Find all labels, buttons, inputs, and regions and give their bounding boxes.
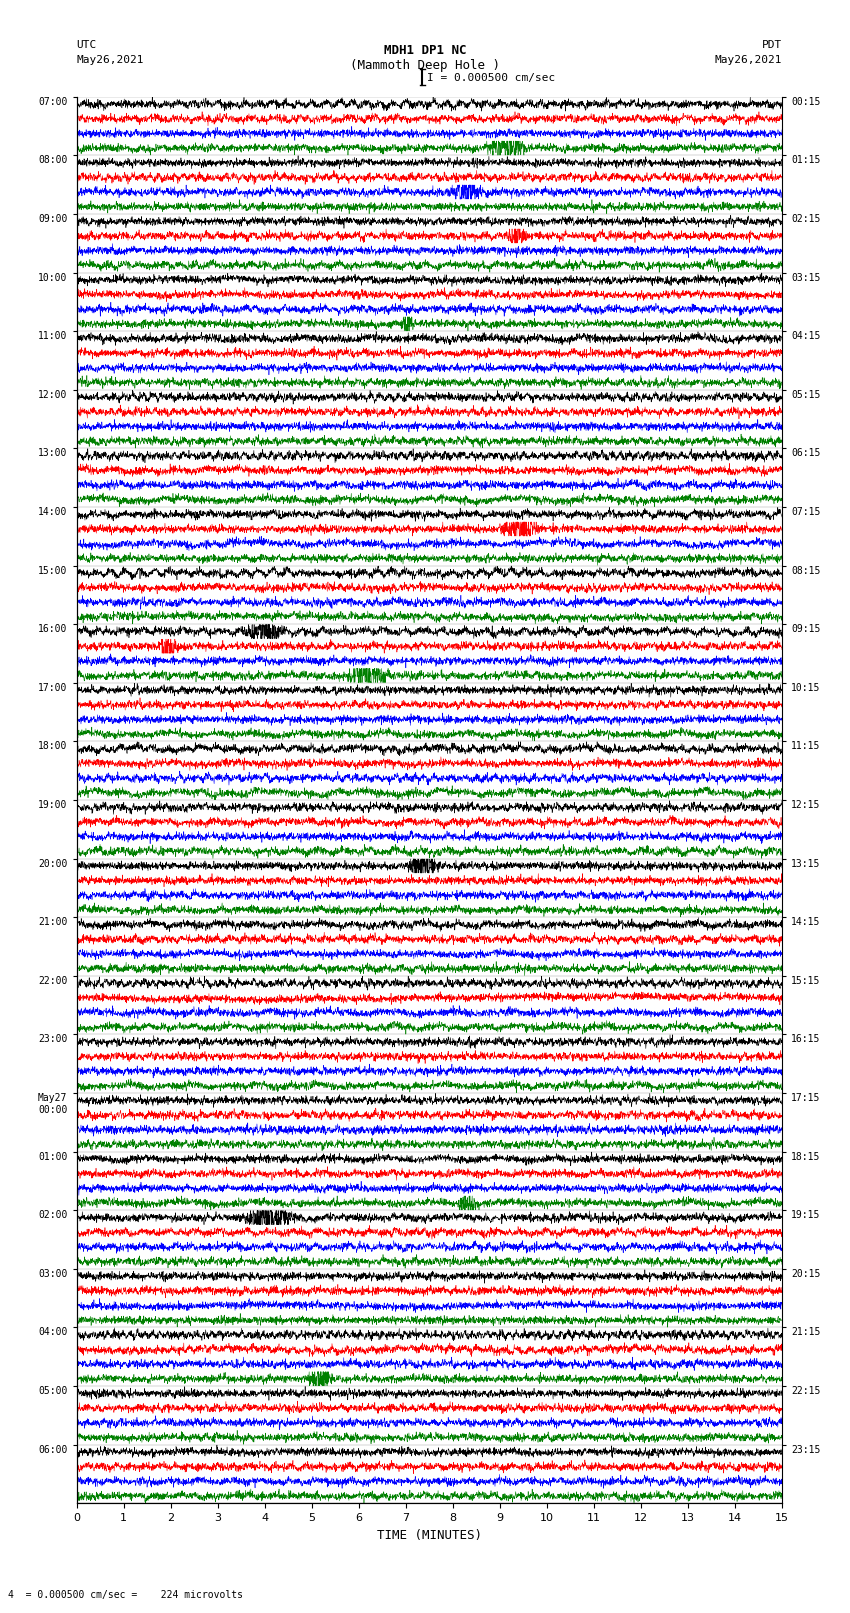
Text: PDT: PDT [762, 40, 782, 50]
Text: May26,2021: May26,2021 [715, 55, 782, 65]
Text: 4  = 0.000500 cm/sec =    224 microvolts: 4 = 0.000500 cm/sec = 224 microvolts [8, 1590, 243, 1600]
Text: (Mammoth Deep Hole ): (Mammoth Deep Hole ) [350, 58, 500, 73]
X-axis label: TIME (MINUTES): TIME (MINUTES) [377, 1529, 482, 1542]
Text: I = 0.000500 cm/sec: I = 0.000500 cm/sec [427, 73, 555, 82]
Text: May26,2021: May26,2021 [76, 55, 144, 65]
Text: MDH1 DP1 NC: MDH1 DP1 NC [383, 44, 467, 58]
Text: UTC: UTC [76, 40, 97, 50]
